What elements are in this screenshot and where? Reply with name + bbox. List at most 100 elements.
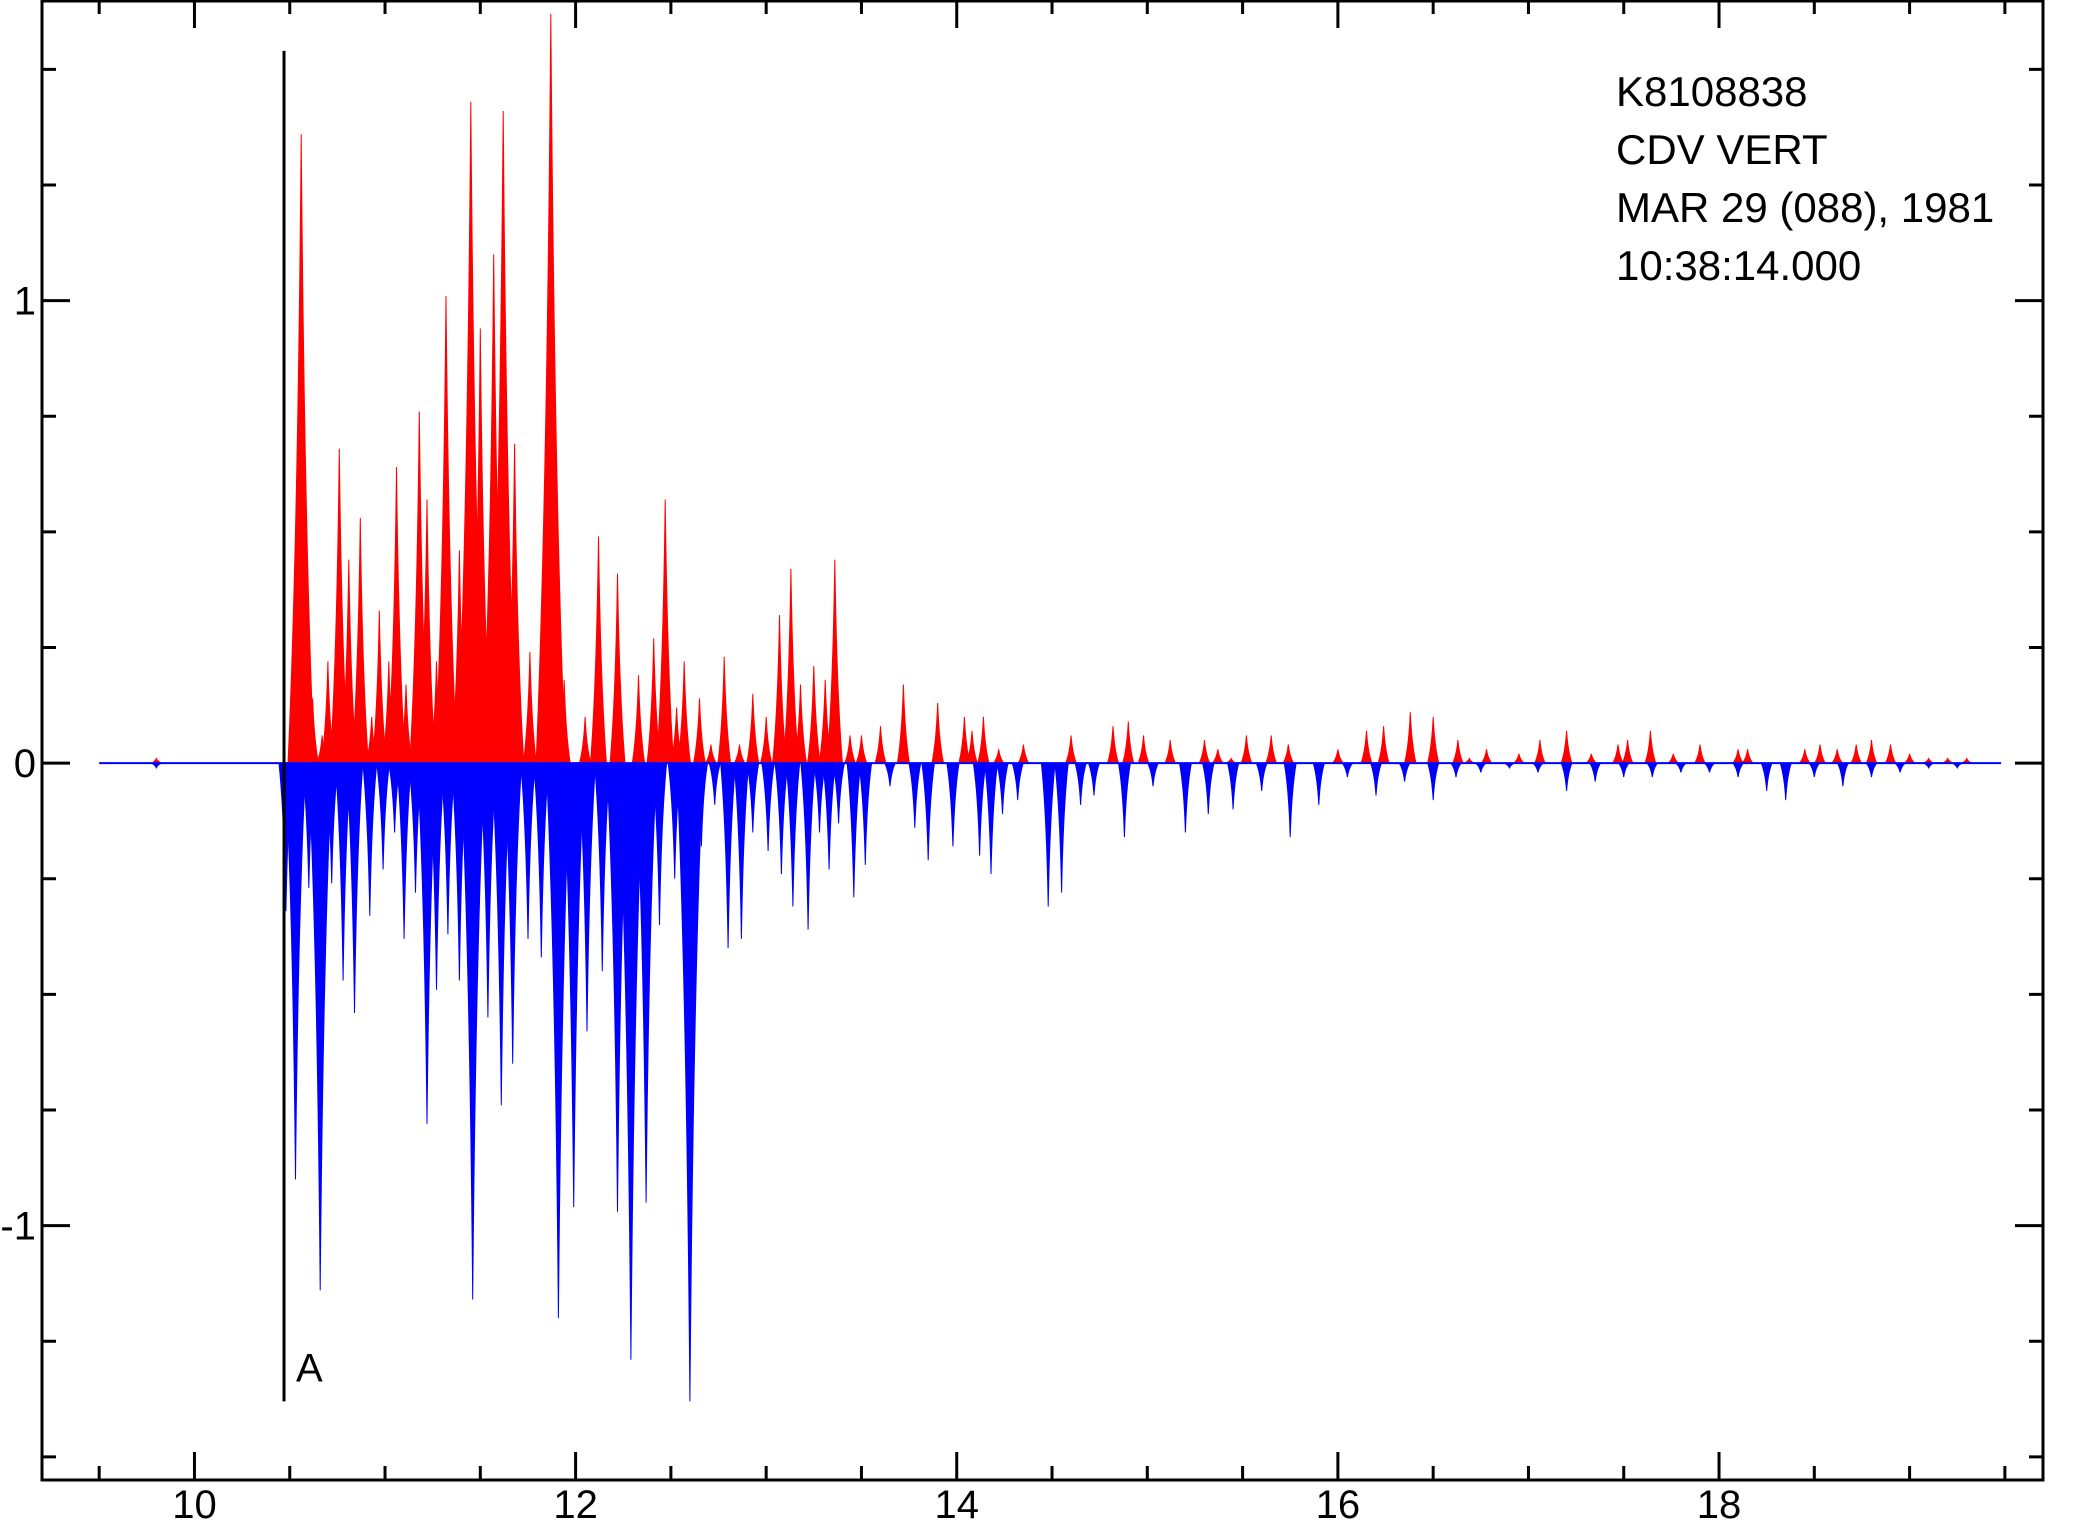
- positive-peak: [371, 610, 387, 764]
- positive-peak: [1533, 739, 1547, 764]
- negative-peak: [1779, 762, 1792, 801]
- negative-peak: [1560, 762, 1573, 791]
- negative-peak: [1760, 762, 1773, 791]
- negative-peak: [832, 762, 846, 824]
- negative-peak: [345, 762, 364, 1013]
- negative-peak: [1283, 762, 1297, 838]
- negative-peak: [1646, 762, 1659, 778]
- positive-peak: [1451, 739, 1464, 764]
- negative-peak: [785, 762, 801, 907]
- positive-peak: [504, 443, 525, 764]
- x-tick-label: 10: [172, 1483, 217, 1520]
- positive-peak: [965, 730, 979, 764]
- negative-peak: [1369, 762, 1383, 796]
- positive-peak: [1198, 739, 1211, 764]
- negative-peak: [774, 762, 789, 875]
- positive-peak: [772, 615, 787, 764]
- negative-peak: [733, 762, 750, 939]
- negative-peak: [676, 762, 704, 1402]
- negative-peak: [984, 762, 999, 875]
- positive-peak: [1884, 744, 1897, 764]
- negative-peak: [720, 762, 737, 949]
- y-tick-label: 0: [14, 742, 36, 786]
- positive-peak: [340, 559, 358, 764]
- positive-peak: [578, 716, 592, 764]
- negative-peak: [376, 762, 391, 870]
- plot-frame: [40, 0, 2045, 1482]
- negative-peak: [651, 762, 668, 926]
- positive-peak: [1211, 749, 1225, 764]
- negative-peak: [1117, 762, 1131, 838]
- negative-peak: [1427, 762, 1440, 801]
- positive-peak: [1512, 753, 1526, 764]
- positive-peak: [1584, 753, 1598, 764]
- positive-peak: [874, 726, 887, 764]
- positive-peak: [1798, 749, 1812, 764]
- negative-peak: [800, 762, 816, 930]
- positive-peak: [1865, 739, 1878, 764]
- negative-peak: [1531, 762, 1545, 773]
- x-tick-label: 18: [1697, 1483, 1742, 1520]
- positive-peak: [807, 665, 821, 764]
- positive-peak: [557, 679, 571, 764]
- positive-peak: [306, 698, 320, 764]
- event-time: 10:38:14.000: [1616, 242, 1861, 289]
- positive-peak: [656, 499, 675, 764]
- positive-peak: [1830, 749, 1844, 764]
- positive-peak: [1850, 744, 1863, 764]
- trace-info-block: K8108838 CDV VERT MAR 29 (088), 1981 10:…: [1616, 68, 1994, 289]
- negative-peak: [761, 762, 775, 852]
- negative-peak: [1398, 762, 1411, 782]
- negative-peak: [996, 762, 1009, 815]
- negative-peak: [908, 762, 922, 828]
- negative-peak: [324, 762, 339, 884]
- negative-peak: [578, 762, 597, 1032]
- negative-peak: [858, 762, 873, 865]
- positive-peak: [793, 684, 808, 764]
- axis-ticks: 10 12 14 16 18 -1 0 1: [0, 0, 2043, 1520]
- station-component: CDV VERT: [1616, 126, 1828, 173]
- positive-peak: [1666, 753, 1680, 764]
- negative-peak: [846, 762, 862, 898]
- positive-peak: [826, 559, 843, 764]
- negative-peak: [533, 762, 550, 958]
- positive-peak: [733, 744, 746, 764]
- positive-peak: [1331, 749, 1345, 764]
- negative-peak: [1087, 762, 1101, 796]
- positive-peak: [535, 13, 567, 764]
- positive-peak: [1621, 739, 1634, 764]
- positive-peak: [704, 744, 717, 764]
- positive-peak: [1741, 749, 1754, 764]
- positive-peak: [1265, 735, 1278, 764]
- positive-peak: [387, 467, 406, 764]
- positive-peak: [992, 749, 1005, 764]
- positive-peak: [746, 693, 760, 764]
- negative-peak: [1836, 762, 1850, 787]
- positive-peak: [417, 499, 436, 764]
- positive-peak: [631, 675, 646, 764]
- y-tick-label: -1: [0, 1205, 36, 1249]
- positive-peak: [1377, 726, 1390, 764]
- positive-peak: [287, 134, 315, 764]
- negative-peak: [1703, 762, 1716, 773]
- positive-peak: [759, 716, 773, 764]
- negative-peak: [921, 762, 935, 861]
- negative-peak: [396, 762, 412, 939]
- negative-peak: [1589, 762, 1602, 782]
- positive-peak: [1106, 726, 1120, 764]
- negative-peak: [1074, 762, 1087, 805]
- positive-peak: [1137, 735, 1150, 764]
- negative-peak: [362, 762, 378, 916]
- negative-peak: [520, 762, 536, 939]
- negative-peak: [1617, 762, 1630, 778]
- positive-peak: [855, 735, 868, 764]
- positive-peak: [1426, 716, 1440, 764]
- negative-peak: [1808, 762, 1821, 778]
- negative-peak: [440, 762, 456, 935]
- negative-peak: [1865, 762, 1878, 778]
- negative-peak: [1341, 762, 1354, 778]
- positive-peak: [896, 684, 910, 764]
- negative-peak: [1255, 762, 1268, 791]
- arrival-pick: A: [282, 50, 323, 1402]
